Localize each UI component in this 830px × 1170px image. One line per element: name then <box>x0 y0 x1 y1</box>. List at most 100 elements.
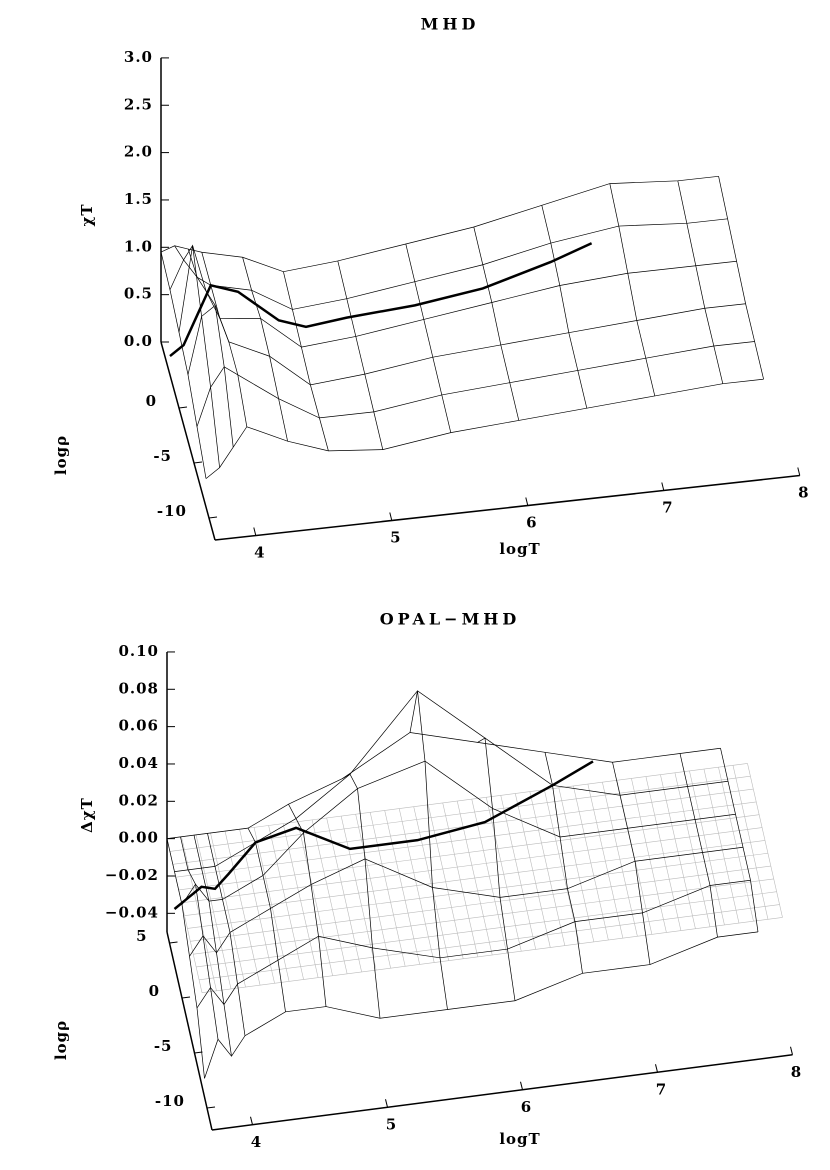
x-tick-label: 7 <box>662 499 673 517</box>
reference-plane <box>166 763 748 839</box>
z-tick-label: 0.08 <box>118 679 159 697</box>
x-tick <box>520 1081 523 1090</box>
y-tick-label: 0 <box>146 392 157 410</box>
y-tick-label: -5 <box>153 447 172 465</box>
x-tick-label: 5 <box>386 1115 397 1133</box>
y-tick <box>169 941 178 944</box>
surface-line <box>541 205 588 409</box>
x-axis <box>211 1054 793 1131</box>
surface-line <box>193 835 232 1057</box>
z-axis-label: χT <box>78 203 96 226</box>
surface-line <box>473 226 520 421</box>
x-axis <box>214 474 800 541</box>
x-tick <box>389 512 393 521</box>
surface-line <box>409 690 448 1010</box>
x-tick-label: 4 <box>251 1133 262 1151</box>
y-tick <box>206 1106 216 1109</box>
x-tick <box>385 1099 388 1108</box>
y-tick <box>194 1051 203 1054</box>
surface-line <box>166 732 721 839</box>
x-tick <box>250 1116 253 1125</box>
reference-plane <box>181 827 763 904</box>
surface-line <box>189 846 744 957</box>
z-tick-label: 0.04 <box>118 754 159 772</box>
x-tick <box>797 467 801 476</box>
z-tick-label: 0.06 <box>118 717 159 735</box>
x-tick-label: 7 <box>656 1080 667 1098</box>
surface-line <box>337 260 384 450</box>
x-tick-label: 8 <box>798 484 809 502</box>
y-tick-label: -10 <box>155 1092 185 1110</box>
surface-line <box>160 175 719 273</box>
z-tick-label: 0.5 <box>124 285 153 303</box>
surface-line <box>174 690 729 872</box>
surface-line <box>242 257 288 442</box>
reference-plane <box>199 904 780 981</box>
reference-plane <box>201 917 783 993</box>
y-axis-label: logρ <box>52 1020 70 1060</box>
y-axis-label: logρ <box>52 435 70 475</box>
y-tick <box>193 461 203 464</box>
surface-line <box>609 183 656 397</box>
surface-line <box>283 271 329 451</box>
surface-line <box>720 748 759 932</box>
y-tick <box>181 996 191 999</box>
surface-line <box>178 245 737 348</box>
surface-line <box>205 378 764 479</box>
surface-line <box>288 804 327 1007</box>
z-tick-label: 1.5 <box>124 190 153 208</box>
y-tick-label: -5 <box>154 1037 173 1055</box>
reference-plane <box>190 865 771 942</box>
surface-line <box>201 252 248 427</box>
reference-plane <box>196 891 777 968</box>
surface-line <box>174 244 220 468</box>
z-tick-label: 2.5 <box>124 95 153 113</box>
surface-line <box>204 931 759 1079</box>
z-tick-label: −0.04 <box>105 903 159 921</box>
y-axis <box>166 931 213 1131</box>
reference-plane <box>175 801 757 878</box>
y-axis <box>160 341 216 541</box>
x-tick <box>655 1064 658 1073</box>
surface-line <box>180 836 219 1040</box>
reference-plane <box>193 878 774 955</box>
surface-line <box>477 737 516 1001</box>
y-tick-label: -10 <box>157 502 187 520</box>
x-tick-label: 6 <box>526 514 537 532</box>
surface-line <box>612 762 651 965</box>
y-tick-label: 0 <box>149 982 160 1000</box>
x-tick <box>790 1046 793 1055</box>
x-tick-label: 8 <box>791 1063 802 1081</box>
y-tick <box>178 406 188 409</box>
y-tick <box>208 516 218 519</box>
z-tick-label: −0.02 <box>105 866 159 884</box>
surface-line <box>207 833 246 1036</box>
surface-line <box>187 248 234 448</box>
z-tick-label: 1.0 <box>124 237 153 255</box>
z-tick-label: 3.0 <box>124 48 153 66</box>
x-tick <box>525 497 529 506</box>
x-tick-label: 5 <box>390 529 401 547</box>
z-tick-label: 0.10 <box>118 642 159 660</box>
x-axis-label: logT <box>499 1130 540 1148</box>
surface-line <box>160 251 207 479</box>
z-tick-label: 0.0 <box>124 332 153 350</box>
x-tick <box>661 482 665 491</box>
reference-plane <box>184 840 766 916</box>
surface-line <box>679 753 718 938</box>
z-tick-label: 0.00 <box>118 829 159 847</box>
curve <box>169 242 593 358</box>
x-tick-label: 6 <box>521 1098 532 1116</box>
chart-title: OPAL−MHD <box>380 610 521 629</box>
curve <box>173 760 594 910</box>
surface-line <box>405 243 452 433</box>
surface-line <box>342 773 381 1019</box>
x-tick <box>253 527 257 536</box>
reference-plane <box>178 814 760 891</box>
x-tick-label: 4 <box>254 544 265 562</box>
surface-line <box>196 341 755 427</box>
surface-line <box>247 827 286 1012</box>
surface-line <box>677 180 724 384</box>
